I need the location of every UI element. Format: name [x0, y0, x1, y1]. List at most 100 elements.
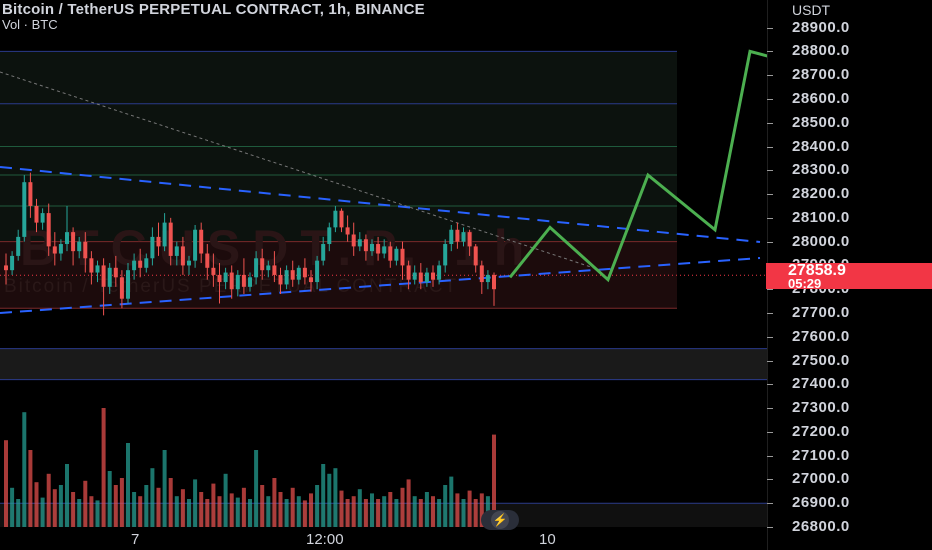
candle-body — [412, 272, 417, 280]
time-label-10: 10 — [539, 531, 556, 548]
volume-bar — [223, 473, 228, 527]
replay-button[interactable]: ⚡ — [481, 510, 519, 530]
volume-bar — [431, 496, 435, 527]
candle-body — [278, 274, 283, 285]
candle-body — [290, 270, 295, 280]
volume-bar — [235, 497, 240, 527]
candle-body — [95, 265, 100, 273]
candle-body — [254, 258, 259, 278]
volume-bar — [205, 499, 210, 527]
candle-body — [309, 277, 313, 283]
candle-body — [193, 229, 198, 261]
price-tick-label: 27100.0 — [792, 446, 850, 464]
volume-bar — [254, 450, 259, 527]
price-tick-label: 27500.0 — [792, 351, 850, 369]
candle-body — [260, 258, 265, 271]
price-tick-label: 28800.0 — [792, 42, 850, 60]
price-tick-mark — [767, 312, 773, 314]
volume-bar — [418, 499, 423, 527]
volume-bar — [412, 496, 417, 527]
volume-bar — [370, 493, 374, 527]
volume-bar — [315, 485, 320, 527]
candle-body — [296, 267, 301, 280]
volume-bar — [461, 499, 466, 527]
price-tick-label: 28400.0 — [792, 137, 850, 155]
candle-body — [382, 246, 387, 254]
volume-bar — [71, 492, 76, 527]
trendlines — [0, 71, 761, 314]
volume-bar — [34, 482, 39, 527]
symbol-title[interactable]: Bitcoin / TetherUS PERPETUAL CONTRACT, 1… — [2, 1, 425, 18]
price-tick-mark — [767, 75, 773, 77]
candle-body — [400, 248, 405, 266]
candle-body — [443, 244, 448, 266]
candle-body — [119, 277, 124, 299]
candle-body — [248, 277, 252, 287]
candle-body — [406, 265, 411, 280]
price-tick-label: 27000.0 — [792, 470, 850, 488]
volume-bar — [199, 492, 204, 527]
price-tick-label: 28000.0 — [792, 232, 850, 250]
candle-body — [394, 248, 399, 261]
volume-bar — [424, 492, 429, 527]
candle-body — [132, 260, 137, 271]
volume-bar — [394, 499, 399, 527]
volume-bar — [455, 493, 460, 527]
price-tick-mark — [767, 170, 773, 172]
candle-body — [455, 229, 460, 242]
volume-bar — [193, 479, 198, 527]
volume-bar — [28, 450, 33, 527]
candle-body — [46, 213, 51, 247]
price-tick-label: 28500.0 — [792, 113, 850, 131]
candle-body — [58, 244, 63, 254]
volume-bar — [266, 496, 271, 527]
volume-bar — [388, 492, 393, 527]
volume-bar — [22, 412, 27, 527]
price-tick-label: 27200.0 — [792, 422, 850, 440]
volume-bar — [46, 473, 51, 527]
volume-bar — [217, 496, 222, 527]
candle-body — [437, 265, 442, 280]
candle-body — [327, 227, 332, 245]
volume-bar — [83, 480, 88, 527]
volume-bar — [339, 490, 344, 527]
candle-body — [101, 265, 106, 287]
candle-body — [16, 236, 21, 256]
volume-bar — [376, 499, 381, 527]
price-tick-mark — [767, 336, 773, 338]
volume-bars — [4, 408, 496, 527]
price-tick-mark — [767, 27, 773, 29]
price-tick-mark — [767, 408, 773, 410]
candle-body — [4, 265, 8, 271]
support-zone — [0, 348, 767, 380]
candle-body — [22, 182, 27, 237]
volume-bar — [211, 483, 216, 527]
volume-indicator-label[interactable]: Vol · BTC — [2, 17, 58, 32]
candlesticks — [4, 172, 496, 316]
volume-bar — [443, 485, 448, 527]
candle-body — [229, 272, 234, 290]
volume-bar — [363, 499, 368, 527]
candle-body — [162, 222, 167, 247]
candle-body — [211, 267, 216, 275]
volume-bar — [77, 499, 82, 527]
price-tick-mark — [767, 479, 773, 481]
volume-bar — [40, 497, 45, 527]
price-tick-label: 28300.0 — [792, 161, 850, 179]
price-tick-label: 26800.0 — [792, 518, 850, 535]
candle-body — [272, 265, 277, 275]
volume-bar — [345, 499, 350, 527]
price-axis-unit: USDT — [792, 2, 831, 18]
volume-bar — [101, 408, 106, 527]
candle-body — [65, 232, 69, 245]
candle-body — [107, 267, 112, 287]
candle-body — [223, 272, 228, 283]
candle-body — [34, 205, 39, 223]
price-tick-mark — [767, 241, 773, 243]
lower-trendline — [0, 257, 761, 314]
candle-body — [217, 274, 222, 283]
candle-body — [424, 272, 429, 283]
candle-body — [351, 234, 356, 247]
candle-body — [138, 260, 143, 268]
